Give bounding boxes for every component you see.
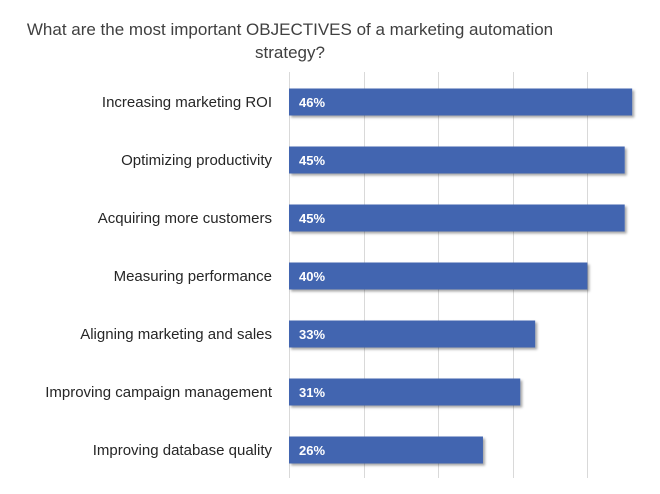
chart-title: What are the most important OBJECTIVES o… [0,18,580,64]
bar-6 [289,378,521,406]
bar-5 [289,320,536,348]
category-labels: Increasing marketing ROI Optimizing produ… [45,94,273,459]
category-label-3: Acquiring more customers [98,210,272,227]
bar-7 [289,436,483,464]
category-label-4: Measuring performance [114,268,272,285]
value-label-5: 33% [299,327,325,342]
chart-title-line-1: What are the most important OBJECTIVES o… [26,20,554,39]
bar-4 [289,262,588,290]
bar-2 [289,146,625,174]
bar-3 [289,204,625,232]
category-label-6: Improving campaign management [45,384,273,401]
category-label-1: Increasing marketing ROI [102,94,272,111]
category-label-7: Improving database quality [93,442,273,459]
value-label-6: 31% [299,385,325,400]
value-label-2: 45% [299,153,325,168]
bar-1 [289,88,633,116]
bars: 46% 45% 45% 40% 33% 31% 26% [289,88,633,464]
value-label-4: 40% [299,269,325,284]
category-label-2: Optimizing productivity [121,152,272,169]
category-label-5: Aligning marketing and sales [80,326,272,343]
value-label-1: 46% [299,95,325,110]
chart-title-line-2: strategy? [255,43,325,62]
value-label-3: 45% [299,211,325,226]
value-label-7: 26% [299,443,325,458]
